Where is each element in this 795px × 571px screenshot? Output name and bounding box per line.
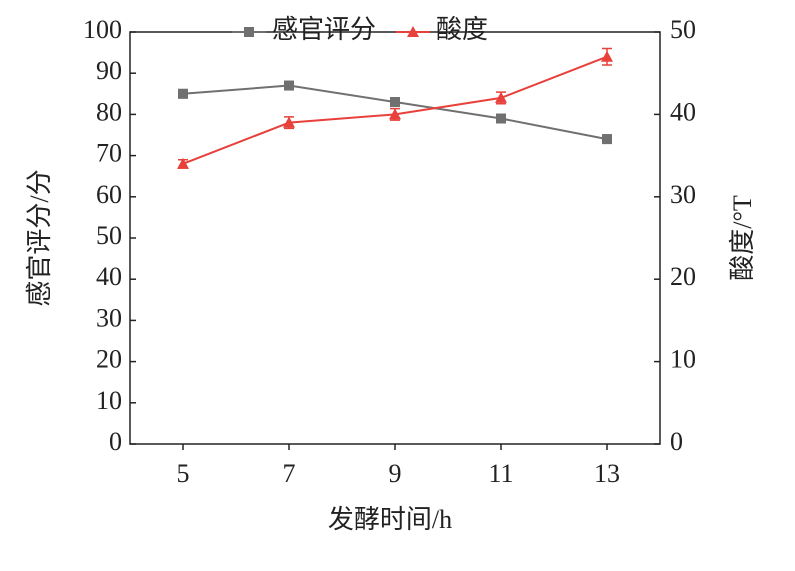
y2-tick-label: 40 [670,97,696,126]
y-axis-label: 感官评分/分 [25,169,54,306]
y2-tick-label: 30 [670,180,696,209]
y2-tick-label: 20 [670,262,696,291]
plot-frame [129,31,661,445]
x-axis-label: 发酵时间/h [328,505,452,534]
data-point [389,108,401,120]
y-tick-label: 60 [96,180,122,209]
x-tick-label: 13 [594,459,620,488]
y2-tick-label: 10 [670,345,696,374]
y2-tick-label: 0 [670,427,683,456]
y-tick-label: 90 [96,56,122,85]
y2-axis-label: 酸度/°T [728,195,757,281]
x-tick-label: 7 [283,459,296,488]
data-point [177,157,189,169]
legend-marker [407,26,420,37]
y2-tick-label: 50 [670,15,696,44]
y-tick-label: 30 [96,303,122,332]
y-tick-label: 80 [96,97,122,126]
legend-marker [244,27,254,37]
data-point [601,50,613,62]
data-point [602,134,612,145]
data-point [495,91,507,103]
y-tick-label: 40 [96,262,122,291]
y-tick-label: 0 [109,427,122,456]
y-tick-label: 100 [83,15,122,44]
y-tick-label: 70 [96,139,122,168]
data-point [390,97,400,108]
data-point [496,113,506,124]
legend-label: 酸度 [436,15,488,44]
x-tick-label: 9 [389,459,402,488]
y-tick-label: 10 [96,386,122,415]
x-tick-label: 5 [177,459,190,488]
x-tick-label: 11 [488,459,513,488]
y-tick-label: 50 [96,221,122,250]
y-tick-label: 20 [96,345,122,374]
data-point [284,80,294,91]
legend-label: 感官评分 [272,15,376,44]
data-point [178,88,188,99]
data-point [283,116,295,128]
